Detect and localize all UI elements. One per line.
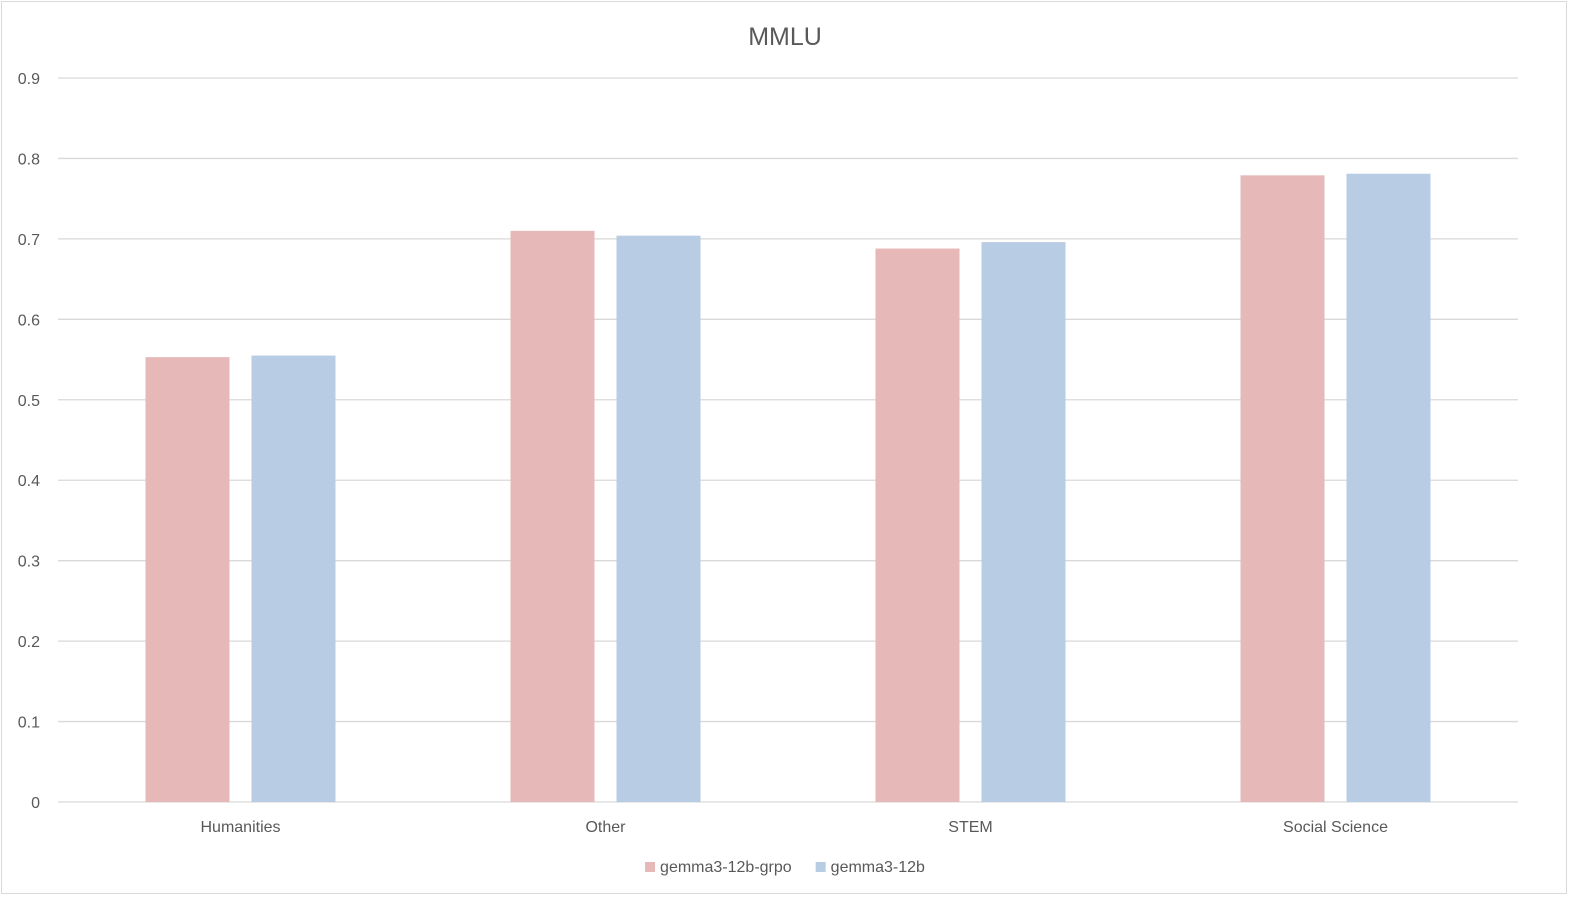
bar-gemma3-12b-grpo-social-science	[1240, 175, 1325, 803]
legend-item: gemma3-12b-grpo	[645, 859, 792, 876]
y-tick-label: 0.4	[18, 473, 40, 490]
y-tick-label: 0.8	[18, 151, 40, 168]
legend-swatch	[645, 862, 656, 872]
x-category-label: STEM	[948, 819, 992, 836]
bar-gemma3-12b-grpo-other	[510, 230, 595, 802]
y-tick-label: 0.7	[18, 232, 40, 249]
legend-label: gemma3-12b	[831, 859, 925, 876]
legend-label: gemma3-12b-grpo	[660, 859, 792, 876]
y-tick-label: 0.5	[18, 393, 40, 410]
x-axis-categories: Humanities Other STEM Social Science	[200, 819, 1388, 836]
y-tick-label: 0.9	[18, 71, 40, 88]
bar-gemma3-12b-other	[616, 235, 701, 802]
y-tick-label: 0.2	[18, 634, 40, 651]
x-category-label: Humanities	[200, 819, 280, 836]
y-tick-label: 0	[31, 795, 40, 812]
y-tick-label: 0.1	[18, 715, 40, 732]
bar-chart: MMLU 0 0.1 0.2 0.3 0.4 0.5 0.6 0.7 0.8 0.9 Humani…	[18, 23, 1518, 876]
legend-swatch	[815, 862, 826, 872]
chart-title: MMLU	[748, 23, 822, 51]
bar-gemma3-12b-social-science	[1346, 173, 1431, 802]
bar-gemma3-12b-grpo-humanities	[145, 357, 230, 802]
y-tick-label: 0.3	[18, 554, 40, 571]
y-axis-ticks: 0 0.1 0.2 0.3 0.4 0.5 0.6 0.7 0.8 0.9	[18, 71, 40, 812]
x-category-label: Social Science	[1283, 819, 1388, 836]
x-category-label: Other	[585, 819, 626, 836]
bar-gemma3-12b-stem	[981, 242, 1066, 802]
legend: gemma3-12b-grpo gemma3-12b	[645, 859, 925, 876]
legend-item: gemma3-12b	[815, 859, 925, 876]
bars	[145, 173, 1431, 803]
bar-gemma3-12b-grpo-stem	[875, 248, 960, 802]
bar-gemma3-12b-humanities	[251, 355, 336, 802]
chart-frame: MMLU 0 0.1 0.2 0.3 0.4 0.5 0.6 0.7 0.8 0.9 Humani…	[1, 1, 1567, 894]
y-tick-label: 0.6	[18, 312, 40, 329]
